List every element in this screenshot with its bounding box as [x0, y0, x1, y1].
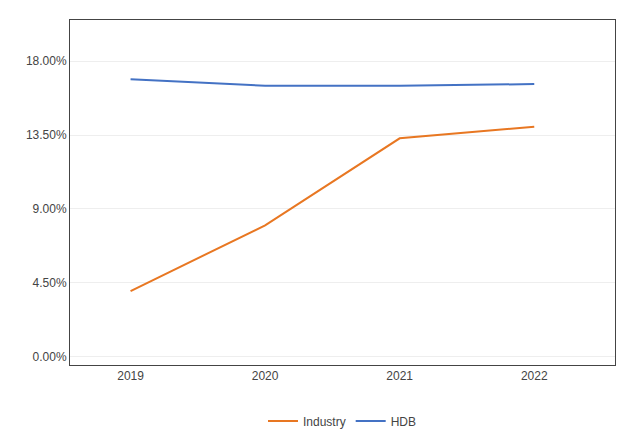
svg-text:HDB: HDB: [391, 415, 416, 429]
svg-text:0.00%: 0.00%: [33, 350, 67, 364]
svg-text:18.00%: 18.00%: [26, 54, 67, 68]
svg-text:13.50%: 13.50%: [26, 128, 67, 142]
svg-text:2021: 2021: [386, 369, 413, 383]
svg-text:Industry: Industry: [303, 415, 346, 429]
svg-text:9.00%: 9.00%: [33, 202, 67, 216]
svg-text:2019: 2019: [117, 369, 144, 383]
svg-text:2020: 2020: [252, 369, 279, 383]
svg-text:2022: 2022: [521, 369, 548, 383]
svg-text:4.50%: 4.50%: [33, 276, 67, 290]
